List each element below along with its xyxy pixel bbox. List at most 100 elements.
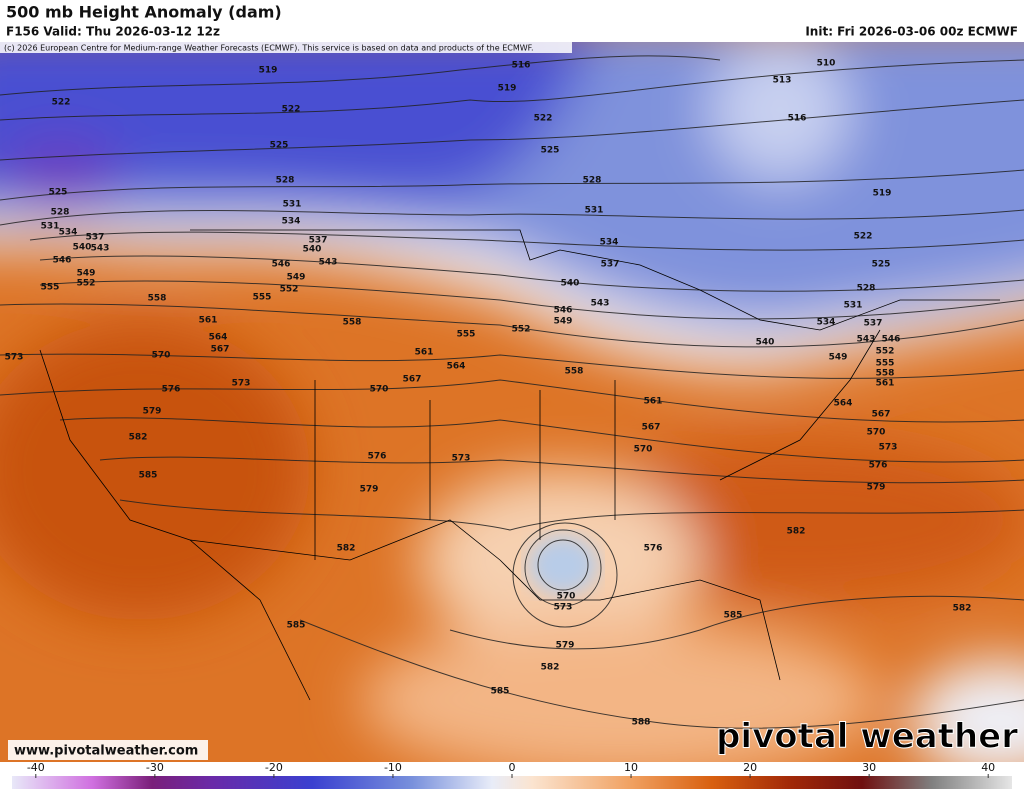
contour-label: 576	[368, 452, 387, 462]
colorbar-tick-label: -10	[384, 761, 402, 774]
contour-label: 525	[541, 146, 560, 156]
contour-label: 558	[343, 318, 362, 328]
contour-label: 588	[632, 718, 651, 728]
contour-label: 582	[787, 527, 806, 537]
contour-label: 540	[73, 243, 92, 253]
boundaries	[39, 229, 1000, 701]
contour-label: 582	[337, 544, 356, 554]
contour-label: 543	[857, 335, 876, 345]
contour-label: 567	[403, 375, 422, 385]
contour-label: 573	[232, 379, 251, 389]
contour-label: 549	[287, 273, 306, 283]
contour-label: 582	[541, 663, 560, 673]
contour-label: 555	[876, 359, 895, 369]
contour-label: 525	[270, 141, 289, 151]
contour-label: 528	[51, 208, 70, 218]
contour-label: 534	[59, 228, 78, 238]
contour-label: 555	[41, 283, 60, 293]
contour-label: 537	[864, 319, 883, 329]
colorbar-tick-label: 10	[624, 761, 638, 774]
contour-label: 567	[211, 345, 230, 355]
contour-label: 582	[953, 604, 972, 614]
contour-label: 528	[857, 284, 876, 294]
map: 519 516 519 510 513 516 522 522 522 525 525 528 528 5…	[0, 42, 1024, 762]
contour-label: 579	[556, 641, 575, 651]
contour-label: 576	[869, 461, 888, 471]
contour-label: 561	[876, 379, 895, 389]
colorbar-tick-label: 30	[862, 761, 876, 774]
contour-label: 540	[303, 245, 322, 255]
contour-label: 585	[287, 621, 306, 631]
contour-label: 540	[756, 338, 775, 348]
contour-label: 558	[876, 369, 895, 379]
website: www.pivotalweather.com	[14, 744, 198, 759]
contour-label: 522	[854, 232, 873, 242]
contour-label: 546	[53, 256, 72, 266]
contour-label: 516	[512, 61, 531, 71]
contour-label: 576	[162, 385, 181, 395]
contour-label: 570	[557, 592, 576, 602]
contour-label: 552	[876, 347, 895, 357]
contour-label: 585	[491, 687, 510, 697]
contour-label: 534	[282, 217, 301, 227]
contour-label: 573	[879, 443, 898, 453]
colorbar-tick-label: -30	[146, 761, 164, 774]
contour-label: 549	[829, 353, 848, 363]
contour-label: 576	[644, 544, 663, 554]
contour-labels: 519 516 519 510 513 516 522 522 522 525 525 528 528 5…	[5, 59, 972, 728]
contour-label: 531	[283, 200, 302, 210]
contour-label: 531	[41, 222, 60, 232]
colorbar-tick-label: -20	[265, 761, 283, 774]
contour-label: 534	[817, 318, 836, 328]
contour-label: 519	[259, 66, 278, 76]
contour-label: 510	[817, 59, 836, 69]
contour-label: 567	[642, 423, 661, 433]
contour-label: 546	[882, 335, 901, 345]
contour-label: 579	[867, 483, 886, 493]
contour-label: 537	[601, 260, 620, 270]
contour-label: 537	[86, 233, 105, 243]
contour-label: 573	[452, 454, 471, 464]
contour-label: 555	[457, 330, 476, 340]
contour-label: 516	[788, 114, 807, 124]
contour-label: 522	[52, 98, 71, 108]
init-time: Init: Fri 2026-03-06 00z ECMWF	[805, 25, 1018, 39]
colorbar-tick-label: 20	[743, 761, 757, 774]
copyright: (c) 2026 European Centre for Medium-rang…	[4, 44, 534, 53]
contour-label: 579	[143, 407, 162, 417]
contour-label: 552	[77, 279, 96, 289]
title: 500 mb Height Anomaly (dam)	[6, 3, 282, 22]
contour-label: 561	[415, 348, 434, 358]
contour-label: 528	[276, 176, 295, 186]
contour-label: 546	[272, 260, 291, 270]
contour-label: 564	[834, 399, 853, 409]
contour-label: 519	[498, 84, 517, 94]
contour-label: 543	[319, 258, 338, 268]
contour-label: 537	[309, 236, 328, 246]
contour-label: 546	[554, 306, 573, 316]
contour-label: 561	[644, 397, 663, 407]
contour-label: 519	[873, 189, 892, 199]
contour-label: 570	[370, 385, 389, 395]
contour-label: 522	[282, 105, 301, 115]
contour-label: 534	[600, 238, 619, 248]
contour-label: 564	[209, 333, 228, 343]
contour-label: 543	[91, 244, 110, 254]
contour-label: 513	[773, 76, 792, 86]
contour-label: 561	[199, 316, 218, 326]
contour-label: 582	[129, 433, 148, 443]
contour-label: 585	[139, 471, 158, 481]
contour-label: 525	[872, 260, 891, 270]
contour-label: 585	[724, 611, 743, 621]
contour-label: 558	[148, 294, 167, 304]
contour-label: 570	[867, 428, 886, 438]
contour-label: 579	[360, 485, 379, 495]
contour-label: 549	[554, 317, 573, 327]
contour-label: 573	[554, 603, 573, 613]
colorbar-tick-label: 40	[981, 761, 995, 774]
colorbar-tick-label: -40	[27, 761, 45, 774]
contour-label: 552	[512, 325, 531, 335]
contour-label: 540	[561, 279, 580, 289]
contour-label: 531	[585, 206, 604, 216]
